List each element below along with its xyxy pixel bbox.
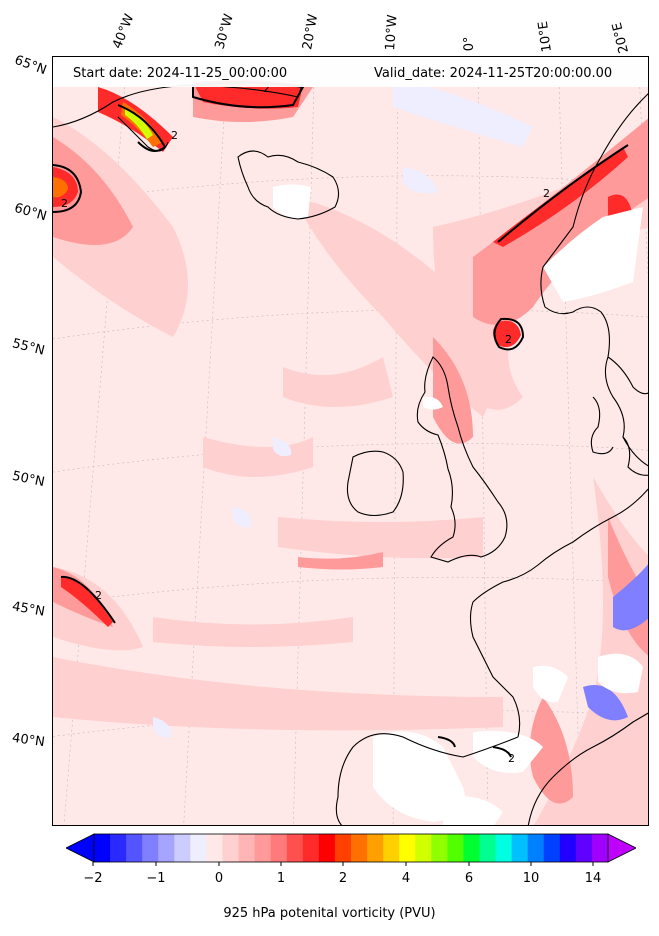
pv-map: 2 2 2 2 2 2 2 bbox=[53, 57, 648, 825]
colorbar-tick-label: 6 bbox=[464, 871, 474, 886]
lat-label-50n: 50°N bbox=[10, 468, 46, 491]
colorbar-segment bbox=[415, 834, 432, 862]
lon-label-40w: 40°W bbox=[110, 12, 138, 51]
colorbar-segment bbox=[142, 834, 159, 862]
lon-label-0: 0° bbox=[461, 36, 477, 52]
contour-label: 2 bbox=[171, 129, 178, 142]
lon-label-30w: 30°W bbox=[212, 12, 237, 52]
colorbar-segment bbox=[479, 834, 497, 862]
colorbar-tick-label: 4 bbox=[401, 871, 411, 886]
colorbar-tick-label: 10 bbox=[522, 871, 540, 886]
lon-label-10e: 10°E bbox=[535, 20, 555, 54]
colorbar-segment bbox=[511, 834, 529, 862]
map-panel: 2 2 2 2 2 2 2 bbox=[52, 56, 649, 826]
colorbar-segment bbox=[527, 834, 545, 862]
coastlines bbox=[53, 81, 648, 825]
colorbar-segment bbox=[222, 834, 240, 862]
colorbar-segment bbox=[158, 834, 175, 862]
colorbar-segment bbox=[206, 834, 223, 862]
colorbar-segment bbox=[591, 834, 609, 862]
colorbar-segment bbox=[94, 834, 111, 862]
colorbar-segment bbox=[431, 834, 448, 862]
lon-label-10w: 10°W bbox=[383, 14, 401, 51]
colorbar-tick-label: −2 bbox=[83, 871, 103, 886]
colorbar-segment bbox=[383, 834, 400, 862]
colorbar-segment bbox=[447, 834, 464, 862]
contour-label: 2 bbox=[95, 589, 102, 602]
colorbar-tick-label: 2 bbox=[338, 871, 348, 886]
contour-label: 2 bbox=[543, 187, 550, 200]
colorbar-segment bbox=[399, 834, 416, 862]
contour-labels: 2 2 2 2 2 2 2 bbox=[61, 82, 550, 765]
colorbar-segment bbox=[575, 834, 593, 862]
lon-label-20e: 20°E bbox=[609, 20, 632, 55]
colorbar-segment bbox=[463, 834, 480, 862]
valid-date-label: Valid_date: 2024-11-25T20:00:00.00 bbox=[374, 66, 613, 81]
colorbar-frame bbox=[93, 833, 609, 863]
colorbar-segment bbox=[351, 834, 368, 862]
colorbar-segment bbox=[110, 834, 127, 862]
contour-label: 2 bbox=[263, 82, 270, 95]
colorbar-tick-label: 14 bbox=[584, 871, 602, 886]
start-date-label: Start date: 2024-11-25_00:00:00 bbox=[73, 66, 288, 81]
lat-label-55n: 55°N bbox=[10, 336, 47, 359]
lat-label-40n: 40°N bbox=[11, 730, 46, 751]
colorbar-segment bbox=[270, 834, 288, 862]
colorbar-segment bbox=[238, 834, 256, 862]
colorbar-segment bbox=[318, 834, 336, 862]
contour-label: 2 bbox=[508, 752, 515, 765]
colorbar-tick-label: 0 bbox=[214, 871, 224, 886]
colorbar-under-arrow bbox=[66, 833, 95, 863]
colorbar-tick-label: 1 bbox=[276, 871, 286, 886]
colorbar-segment bbox=[190, 834, 207, 862]
pv-field-peak bbox=[125, 107, 153, 139]
lat-label-45n: 45°N bbox=[10, 599, 46, 620]
contour-label: 2 bbox=[61, 197, 68, 210]
lat-label-65n: 65°N bbox=[12, 52, 49, 79]
colorbar-segment bbox=[286, 834, 304, 862]
pv-field-negative bbox=[153, 77, 533, 738]
lon-label-20w: 20°W bbox=[300, 13, 322, 52]
contour-label: 2 bbox=[505, 333, 512, 346]
colorbar-segment bbox=[254, 834, 272, 862]
colorbar-segment bbox=[302, 834, 320, 862]
colorbar-segment bbox=[126, 834, 143, 862]
colorbar-label: 925 hPa potenital vorticity (PVU) bbox=[223, 906, 436, 921]
colorbar-segment bbox=[543, 834, 561, 862]
header-band bbox=[53, 57, 648, 87]
lat-label-60n: 60°N bbox=[12, 200, 49, 225]
colorbar-segment bbox=[174, 834, 191, 862]
pv-field-negative-strong bbox=[583, 564, 648, 721]
colorbar-tick-label: −1 bbox=[146, 871, 166, 886]
colorbar-segment bbox=[367, 834, 384, 862]
colorbar-segment bbox=[559, 834, 577, 862]
colorbar-segment bbox=[334, 834, 352, 862]
colorbar bbox=[66, 833, 636, 866]
colorbar-over-arrow bbox=[607, 833, 636, 863]
colorbar-segment bbox=[495, 834, 513, 862]
